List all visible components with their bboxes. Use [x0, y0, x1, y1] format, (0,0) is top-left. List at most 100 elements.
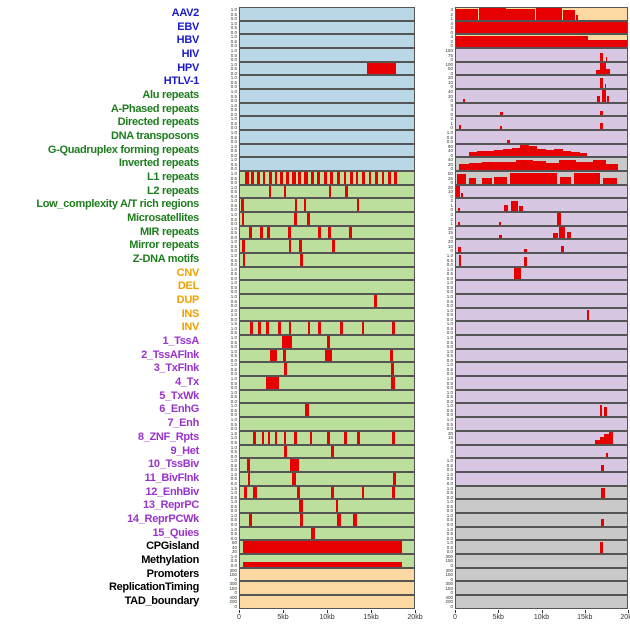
signal-bar [511, 148, 521, 157]
track-row: Alu repeats 1.0 0.5 0.0 40 20 0 [0, 89, 628, 103]
track-signal-panel-right [455, 89, 628, 103]
track-signal-panel-left [239, 75, 415, 90]
signal-bar [477, 150, 486, 157]
y-tick-label: 1.0 [230, 116, 237, 122]
signal-bar [290, 459, 300, 471]
signal-bar [503, 149, 512, 157]
signal-bar [601, 465, 604, 471]
y-tick-label: 0.5 [230, 531, 237, 537]
signal-bar [579, 152, 587, 157]
y-tick-label: 1.0 [230, 325, 237, 331]
y-tick-label: 1.0 [230, 89, 237, 95]
track-signal-panel-left [239, 417, 415, 431]
track-row: 13_ReprPC 1.0 0.5 0.0 1.0 0.5 0.0 [0, 499, 628, 513]
y-tick-label: 0.0 [446, 357, 453, 363]
track-row: 9_Het 1.0 0.5 0.0 4 2 0 [0, 444, 628, 459]
signal-bar [300, 513, 304, 526]
track-signal-panel-right [455, 594, 628, 609]
track-label: CNV [176, 266, 200, 279]
y-tick-label: 0.0 [230, 412, 237, 418]
y-axis-tick-labels: 1.0 0.5 0.0 [205, 239, 239, 253]
track-signal-panel-right [455, 458, 628, 472]
signal-bar [283, 445, 287, 458]
y-axis-tick-labels: 1.0 0.5 0.0 [205, 7, 239, 21]
y-tick-label: 1.0 [230, 225, 237, 231]
track-row: A-Phased repeats 1.0 0.5 0.0 8 4 0 [0, 102, 628, 117]
track-signal-panel-left [239, 335, 415, 349]
y-tick-label: 0.5 [446, 407, 453, 413]
signal-bar [587, 40, 627, 48]
y-tick-label: 1.0 [446, 362, 453, 368]
y-tick-label: 1.0 [230, 143, 237, 149]
tracks-container: AAV2 1.0 0.5 0.0 3 2 1 EBV 1.0 0.5 0.0 4 2 0 HBV 1.0 0.5… [0, 7, 628, 609]
y-tick-label: 0.5 [230, 558, 237, 564]
y-tick-label: 0.0 [446, 398, 453, 404]
y-tick-label: 1.0 [230, 266, 237, 272]
signal-bar [390, 363, 394, 376]
y-tick-label: 0.0 [446, 139, 453, 145]
signal-bar [318, 322, 321, 335]
signal-bar [387, 172, 392, 184]
track-label: INV [181, 321, 200, 334]
y-tick-label: 1.0 [446, 321, 453, 327]
y-axis-tick-labels: 1.0 0.5 0.0 [415, 486, 455, 500]
y-tick-label: 0.5 [230, 407, 237, 413]
signal-bar [305, 404, 309, 417]
signal-bar [456, 22, 627, 34]
y-tick-label: 0 [450, 439, 453, 445]
y-tick-label: 0.5 [230, 189, 237, 195]
y-tick-label: 0.0 [230, 98, 237, 104]
y-tick-label: 1.0 [230, 75, 237, 81]
signal-bar [528, 146, 538, 157]
y-tick-label: 0.0 [230, 453, 237, 459]
track-row: ReplicationTiming 300 150 0 300 150 0 [0, 581, 628, 595]
track-row: 12_EnhBiv 1.5 1.0 0.5 1.0 0.5 0.0 [0, 485, 628, 500]
y-tick-label: 300 [445, 567, 453, 573]
signal-bar [250, 322, 254, 335]
track-row: 15_Quies 1.0 0.5 0.0 1.0 0.5 0.0 [0, 526, 628, 541]
track-label: HIV [181, 48, 200, 61]
signal-bar [253, 431, 256, 444]
y-axis-tick-labels: 1.0 0.5 0.0 [415, 403, 455, 417]
signal-bar [330, 172, 334, 184]
signal-bar [553, 232, 558, 239]
y-tick-label: 0.5 [230, 11, 237, 17]
signal-bar [327, 336, 331, 348]
y-tick-label: 0.0 [230, 426, 237, 432]
y-tick-label: 1.0 [230, 362, 237, 368]
y-tick-label: 0 [450, 576, 453, 582]
y-tick-label: 15 [447, 435, 453, 441]
signal-bar [599, 437, 604, 444]
y-tick-label: 0.5 [230, 257, 237, 263]
y-tick-label: 1.0 [230, 553, 237, 559]
y-tick-label: 1.0 [446, 130, 453, 136]
track-signal-panel-right [455, 362, 628, 377]
track-signal-panel-left [239, 143, 415, 158]
y-tick-label: 300 [445, 581, 453, 587]
y-tick-label: 300 [229, 567, 237, 573]
x-tick-mark [628, 610, 629, 613]
track-signal-panel-left [239, 567, 415, 582]
signal-bar [262, 172, 266, 184]
x-tick-label: 0 [453, 614, 457, 621]
y-tick-label: 0.5 [446, 544, 453, 550]
track-row: Methylation 1.0 0.5 0.0 300 150 0 [0, 553, 628, 568]
y-tick-label: 0.0 [230, 467, 237, 473]
signal-bar [296, 486, 301, 499]
y-tick-label: 0.5 [230, 120, 237, 126]
track-signal-panel-left [239, 7, 415, 21]
track-signal-panel-right [455, 198, 628, 213]
y-tick-label: 1.0 [230, 512, 237, 518]
y-tick-label: 0 [450, 111, 453, 117]
signal-bar [327, 431, 330, 444]
track-row: 5_TxWk 1.0 0.5 0.0 1.0 0.5 0.0 [0, 389, 628, 404]
signal-bar [278, 322, 281, 335]
track-label: 8_ZNF_Rpts [137, 430, 199, 443]
y-tick-label: 1.0 [230, 102, 237, 108]
y-tick-label: 0 [234, 576, 237, 582]
y-tick-label: 300 [445, 553, 453, 559]
signal-bar [567, 232, 571, 239]
signal-bar [599, 62, 607, 75]
y-tick-label: 1.5 [230, 321, 237, 327]
